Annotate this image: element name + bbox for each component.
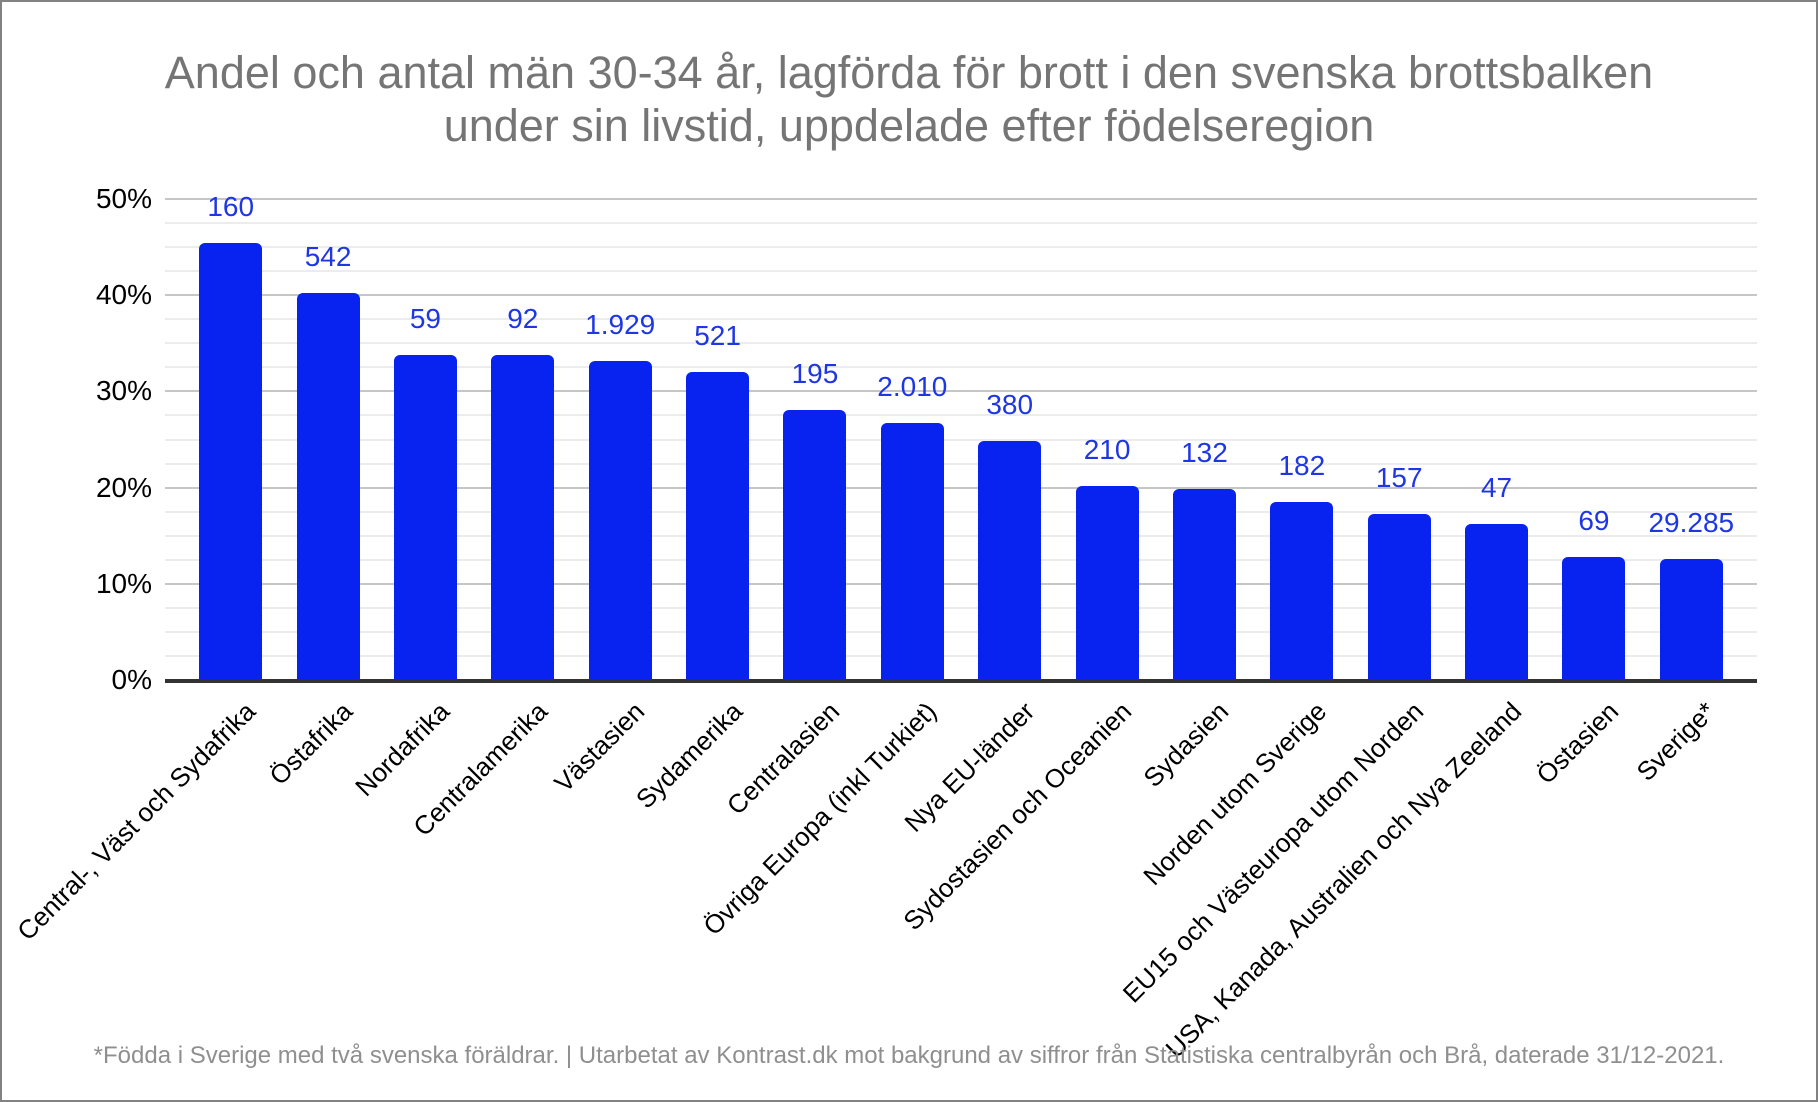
bar (1659, 558, 1723, 680)
bar (1562, 556, 1626, 680)
minor-gridline (165, 558, 1757, 561)
footnote: *Födda i Sverige med två svenska föräldr… (93, 1042, 1725, 1069)
x-axis-line (165, 679, 1757, 683)
y-axis-tick-label: 10% (95, 567, 152, 599)
y-axis-tick-label: 0% (111, 664, 152, 695)
bar (491, 354, 555, 680)
minor-gridline (165, 246, 1757, 249)
bar-value-label: 380 (986, 389, 1034, 421)
y-axis-tick-label: 20% (95, 471, 152, 503)
minor-gridline (165, 342, 1757, 345)
chart-title-line-2: under sin livstid, uppdelade efter födel… (443, 100, 1375, 151)
bar-value-label: 160 (207, 191, 255, 223)
bar-value-label: 132 (1181, 436, 1228, 468)
bar (1172, 488, 1236, 680)
bar (978, 441, 1042, 680)
bar (1465, 524, 1529, 680)
major-gridline (165, 198, 1757, 200)
major-gridline (165, 294, 1757, 297)
bar-value-label: 2.010 (877, 371, 948, 403)
bar (1075, 485, 1139, 680)
bar-value-label: 1.929 (585, 308, 656, 340)
bar (783, 409, 847, 680)
minor-gridline (165, 606, 1757, 609)
bar-value-label: 521 (694, 320, 741, 352)
bar-value-label: 92 (507, 302, 539, 334)
bar-value-label: 69 (1578, 504, 1610, 536)
bar (686, 372, 750, 680)
minor-gridline (165, 462, 1757, 465)
bar (880, 423, 944, 680)
chart-title-line-1: Andel och antal män 30-34 år, lagförda f… (164, 47, 1654, 98)
minor-gridline (165, 630, 1757, 633)
y-axis-tick-label: 30% (95, 375, 152, 407)
major-gridline (165, 486, 1757, 489)
bar-value-label: 47 (1480, 472, 1513, 504)
minor-gridline (165, 414, 1757, 417)
bar-value-label: 29.285 (1648, 506, 1735, 538)
bar (296, 293, 360, 680)
major-gridline (165, 390, 1757, 393)
bar (393, 354, 457, 680)
bar-value-label: 542 (304, 241, 352, 273)
minor-gridline (165, 534, 1757, 537)
minor-gridline (165, 318, 1757, 321)
bar-value-label: 195 (791, 357, 839, 389)
minor-gridline (165, 438, 1757, 441)
minor-gridline (165, 510, 1757, 513)
bar-value-label: 182 (1278, 450, 1326, 482)
bar (199, 243, 263, 680)
minor-gridline (165, 270, 1757, 273)
bar-value-label: 157 (1375, 461, 1423, 493)
minor-gridline (165, 366, 1757, 369)
bar (1270, 502, 1334, 680)
bar (588, 360, 652, 680)
chart-title: Andel och antal män 30-34 år, lagförda f… (2, 46, 1816, 152)
minor-gridline (165, 222, 1757, 225)
major-gridline (165, 582, 1757, 585)
bar-value-label: 59 (409, 302, 442, 334)
minor-gridline (165, 654, 1757, 657)
y-axis-tick-label: 50% (95, 183, 152, 214)
bar-value-label: 210 (1083, 433, 1131, 465)
y-axis-tick-label: 40% (95, 279, 152, 311)
bar (1367, 513, 1431, 680)
